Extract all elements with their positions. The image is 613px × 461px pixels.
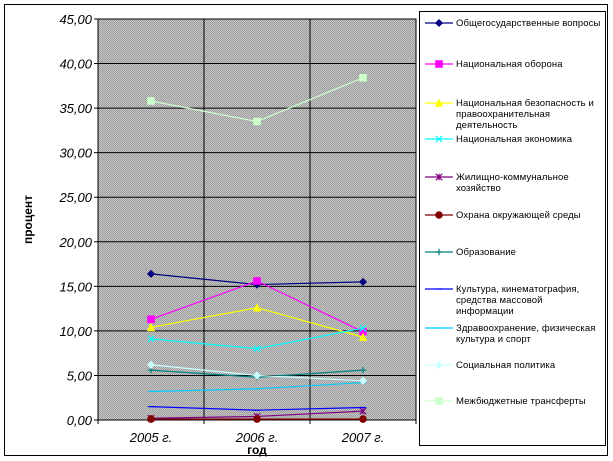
data-point <box>147 315 155 324</box>
series-3 <box>146 303 368 341</box>
data-point <box>358 277 368 286</box>
data-point <box>358 376 368 385</box>
legend-label-10: Социальная политика <box>456 360 556 371</box>
data-point <box>359 407 367 415</box>
data-point <box>147 97 155 105</box>
series-6 <box>147 415 367 423</box>
legend-label-5: Жилищно-коммунальное хозяйство <box>456 172 569 194</box>
data-point <box>253 277 261 285</box>
x-tick-label: 2005 г. <box>129 430 173 445</box>
legend-point <box>434 18 444 28</box>
legend-point <box>435 60 443 68</box>
series-11 <box>147 74 367 126</box>
series-10 <box>146 360 368 385</box>
legend-label-7: Образование <box>456 247 516 258</box>
y-tick-label: 40,00 <box>59 57 92 72</box>
y-tick-label: 5,00 <box>67 368 93 383</box>
legend-label-11: Межбюджетные трансферты <box>456 396 586 407</box>
data-point <box>359 415 367 423</box>
y-tick-label: 25,00 <box>58 190 92 205</box>
y-tick-label: 15,00 <box>59 279 92 294</box>
legend-label-8: Культура, кинематография, средства массо… <box>456 284 580 317</box>
legend-marker-8 <box>425 288 453 290</box>
data-point <box>146 322 156 332</box>
x-axis-title: год <box>247 443 267 457</box>
plot-area <box>98 19 416 420</box>
data-point <box>146 360 156 369</box>
series-8 <box>147 406 367 411</box>
legend-point <box>434 98 444 107</box>
legend-label-2: Национальная оборона <box>456 59 563 70</box>
y-tick-label: 0,00 <box>67 413 93 428</box>
data-point <box>147 415 155 423</box>
data-point <box>146 269 156 278</box>
y-tick-label: 20,00 <box>58 235 92 250</box>
legend-marker-3 <box>425 98 453 107</box>
y-tick-label: 10,00 <box>59 324 92 339</box>
y-tick-label: 45,00 <box>59 12 92 27</box>
legend-point <box>435 173 443 181</box>
chart-legend: Общегосударственные вопросы Национальная… <box>419 11 606 446</box>
legend-label-9: Здравоохранение, физическая культура и с… <box>456 323 596 345</box>
legend-point <box>435 397 443 405</box>
legend-label-6: Охрана окружающей среды <box>456 210 581 221</box>
legend-marker-7 <box>425 248 453 256</box>
data-point <box>358 332 368 341</box>
legend-marker-6 <box>425 211 453 219</box>
y-axis-title: процент <box>21 195 35 244</box>
legend-label-3: Национальная безопасность и правоохранит… <box>456 98 594 131</box>
y-tick-label: 35,00 <box>59 101 92 116</box>
legend-point <box>435 248 443 256</box>
data-point <box>253 117 261 126</box>
legend-point <box>435 135 443 143</box>
data-point <box>359 366 367 374</box>
legend-marker-11 <box>425 397 453 405</box>
legend-marker-5 <box>425 173 453 181</box>
legend-label-1: Общегосударственные вопросы <box>456 18 601 29</box>
x-tick-label: 2006 г. <box>235 430 279 445</box>
legend-marker-1 <box>425 18 453 28</box>
legend-point <box>435 211 443 219</box>
y-tick-label: 30,00 <box>59 146 92 161</box>
legend-marker-2 <box>425 60 453 68</box>
legend-point <box>434 360 444 370</box>
legend-label-4: Национальная экономика <box>456 134 573 145</box>
data-point <box>253 345 261 353</box>
data-point <box>253 415 261 423</box>
legend-marker-9 <box>425 327 453 329</box>
legend-marker-4 <box>425 135 453 143</box>
data-point <box>359 324 367 332</box>
data-point <box>252 303 262 312</box>
x-tick-label: 2007 г. <box>341 430 385 445</box>
series-4 <box>147 324 367 353</box>
legend-marker-10 <box>425 360 453 370</box>
data-point <box>359 74 367 82</box>
data-point <box>252 371 262 380</box>
data-point <box>147 335 155 343</box>
